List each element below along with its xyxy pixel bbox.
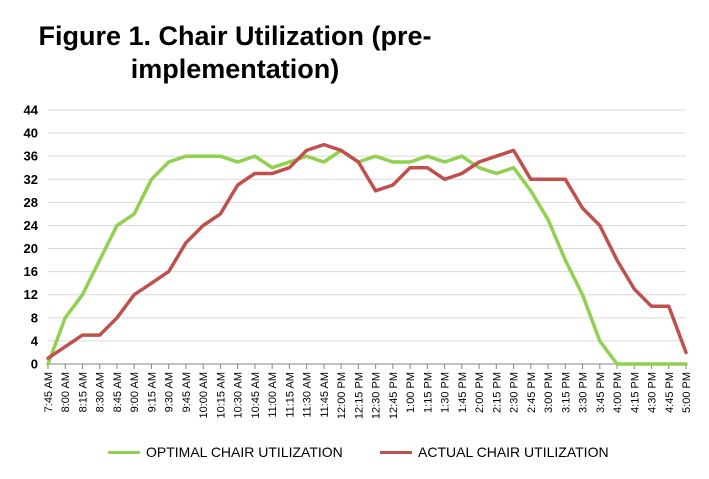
x-tick-label: 8:30 AM <box>95 372 107 412</box>
x-tick-label: 2:45 PM <box>526 372 538 413</box>
series-line-actual <box>46 142 688 360</box>
x-tick-label: 2:30 PM <box>509 372 521 413</box>
legend: OPTIMAL CHAIR UTILIZATION ACTUAL CHAIR U… <box>0 444 709 466</box>
x-tick-label: 1:15 PM <box>422 372 434 413</box>
y-tick-label: 24 <box>24 218 39 233</box>
x-tick-label: 12:00 PM <box>336 372 348 419</box>
x-tick-label: 4:15 PM <box>629 372 641 413</box>
x-tick-label: 9:00 AM <box>129 372 141 412</box>
x-tick-label: 10:45 AM <box>250 372 262 418</box>
x-tick-label: 12:45 PM <box>388 372 400 419</box>
x-tick-label: 3:00 PM <box>543 372 555 413</box>
series-line-optimal <box>46 148 688 366</box>
x-tick-label: 4:30 PM <box>647 372 659 413</box>
x-tick-label: 1:45 PM <box>457 372 469 413</box>
legend-item-optimal: OPTIMAL CHAIR UTILIZATION <box>108 444 343 460</box>
x-tick-label: 10:30 AM <box>233 372 245 418</box>
y-tick-label: 12 <box>24 287 38 302</box>
x-tick-label: 12:30 PM <box>371 372 383 419</box>
x-tick-label: 1:30 PM <box>440 372 452 413</box>
y-tick-label: 36 <box>24 149 38 164</box>
x-tick-label: 4:45 PM <box>664 372 676 413</box>
x-tick-label: 7:45 AM <box>43 372 55 412</box>
x-tick-label: 10:15 AM <box>215 372 227 418</box>
x-tick-label: 9:30 AM <box>164 372 176 412</box>
x-tick-label: 1:00 PM <box>405 372 417 413</box>
x-tick-label: 12:15 PM <box>353 372 365 419</box>
y-tick-label: 32 <box>24 172 38 187</box>
legend-swatch-actual <box>380 450 412 454</box>
legend-item-actual: ACTUAL CHAIR UTILIZATION <box>380 444 609 460</box>
x-tick-label: 11:30 AM <box>302 372 314 418</box>
y-tick-label: 44 <box>24 103 39 118</box>
y-tick-label: 8 <box>31 310 38 325</box>
x-tick-label: 11:15 AM <box>284 372 296 418</box>
x-tick-label: 11:00 AM <box>267 372 279 418</box>
x-tick-label: 8:15 AM <box>77 372 89 412</box>
x-tick-label: 8:00 AM <box>60 372 72 412</box>
x-tick-label: 2:15 PM <box>491 372 503 413</box>
legend-label-actual: ACTUAL CHAIR UTILIZATION <box>418 444 609 460</box>
y-tick-label: 0 <box>31 357 38 372</box>
legend-swatch-optimal <box>108 450 140 454</box>
legend-label-optimal: OPTIMAL CHAIR UTILIZATION <box>146 444 343 460</box>
y-tick-label: 20 <box>24 241 38 256</box>
y-tick-label: 4 <box>31 333 39 348</box>
x-tick-label: 5:00 PM <box>681 372 693 413</box>
y-tick-label: 16 <box>24 264 38 279</box>
x-tick-label: 3:45 PM <box>595 372 607 413</box>
x-tick-label: 3:30 PM <box>578 372 590 413</box>
x-tick-label: 2:00 PM <box>474 372 486 413</box>
chart-title-line-2: implementation) <box>130 54 340 84</box>
y-tick-label: 40 <box>24 126 38 141</box>
chart-title: Figure 1. Chair Utilization (pre- implem… <box>0 20 470 86</box>
chart-title-line-1: Figure 1. Chair Utilization (pre- <box>38 21 432 51</box>
x-tick-label: 9:15 AM <box>146 372 158 412</box>
x-tick-label: 9:45 AM <box>181 372 193 412</box>
x-tick-label: 3:15 PM <box>560 372 572 413</box>
y-tick-label: 28 <box>24 195 38 210</box>
x-tick-label: 8:45 AM <box>112 372 124 412</box>
x-tick-label: 4:00 PM <box>612 372 624 413</box>
x-tick-label: 10:00 AM <box>198 372 210 418</box>
x-tick-label: 11:45 AM <box>319 372 331 418</box>
